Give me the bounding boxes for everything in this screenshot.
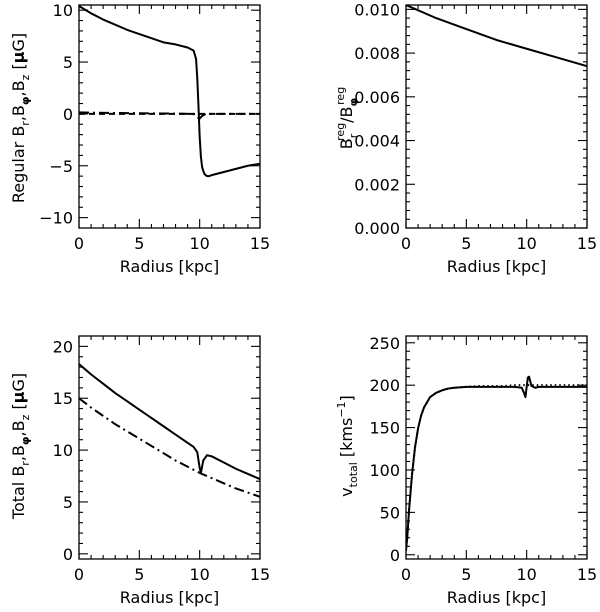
x-tick-label: 5 [461,234,471,253]
panel-p1: 0 5 10 15 −10 −5 0 5 10 Radius [kpc] Regular Br,Bφ… [9,1,270,276]
plot-frame [405,335,588,560]
x-tick-label: 10 [189,565,209,584]
y-tick-label: 200 [369,376,400,395]
y-tick-label: −5 [49,157,73,176]
y-tick-label: 0.008 [354,44,400,63]
x-tick-label: 0 [401,565,411,584]
y-tick-label: 15 [53,389,73,408]
series-B-phi [79,5,260,178]
x-tick-label: 5 [461,565,471,584]
y-tick-label: 0.002 [354,175,400,194]
x-tick-label: 0 [401,234,411,253]
y-tick-label: 0 [63,105,73,124]
y-axis-label: vtotal [kms−1] [335,395,360,497]
panel-p2: 0 5 10 15 0.000 0.002 0.004 0.006 0.008 0.010 Radi… [334,0,597,276]
y-tick-label: 10 [53,1,73,20]
x-tick-label: 10 [189,234,209,253]
y-tick-label: 10 [53,441,73,460]
x-axis-label: Radius [kpc] [447,257,546,276]
y-tick-label: 5 [63,493,73,512]
plot-frame [78,335,261,560]
y-tick-label: 100 [369,461,400,480]
x-tick-label: 10 [516,234,536,253]
y-tick-label: 0.000 [354,219,400,238]
y-tick-label: 20 [53,337,73,356]
x-axis-label: Radius [kpc] [120,257,219,276]
plot-frame [405,4,588,229]
y-tick-label: 0.004 [354,132,400,151]
y-tick-label: 5 [63,53,73,72]
x-tick-label: 15 [577,234,597,253]
y-tick-label: −10 [39,209,73,228]
y-tick-label: 0 [63,545,73,564]
x-tick-label: 5 [134,234,144,253]
x-tick-label: 10 [516,565,536,584]
y-axis-label: Total Br,Bφ,Bz [μG] [9,373,32,520]
y-axis-label: Brreg/Bφreg [334,87,360,149]
series-B-total-phi [79,363,260,481]
series-v-total [406,375,587,551]
panel-p3: 0 5 10 15 0 5 10 15 20 Radius [kpc] Total Br,Bφ,Bz… [9,335,270,607]
x-tick-label: 5 [134,565,144,584]
y-axis-label: Regular Br,Bφ,Bz [μG] [9,33,32,203]
x-tick-label: 15 [577,565,597,584]
y-tick-label: 250 [369,334,400,353]
y-tick-label: 50 [380,503,400,522]
series-v-rot [406,384,587,551]
series-ratio [406,5,587,68]
x-tick-label: 15 [250,565,270,584]
series-B-total-r [79,397,260,498]
y-tick-label: 0.006 [354,88,400,107]
y-tick-label: 0.010 [354,0,400,19]
x-tick-label: 0 [74,565,84,584]
y-tick-label: 0 [390,546,400,565]
x-tick-label: 0 [74,234,84,253]
x-axis-label: Radius [kpc] [120,588,219,607]
x-tick-label: 15 [250,234,270,253]
plot-frame [78,4,261,229]
x-axis-label: Radius [kpc] [447,588,546,607]
y-tick-label: 150 [369,419,400,438]
